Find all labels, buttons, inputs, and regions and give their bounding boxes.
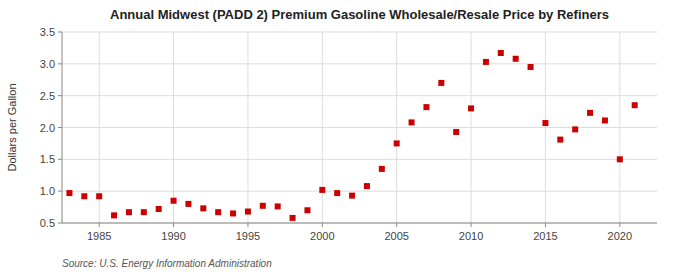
point [156,206,162,212]
tick-label-x: 1990 [161,230,185,242]
point [185,201,191,207]
grid-line-y [62,95,657,96]
point [394,140,400,146]
tick-y [58,95,62,96]
y-axis-line [62,32,63,223]
point [528,64,534,70]
point [632,102,638,108]
annotation: Source: U.S. Energy Information Administ… [62,258,272,269]
grid-line-x [396,32,397,223]
grid-line-x [619,32,620,223]
tick-x [471,223,472,227]
grid-line-y [62,191,657,192]
point [364,183,370,189]
tick-x [619,223,620,227]
grid-line-x [247,32,248,223]
tick-y [58,159,62,160]
grid-line-y [62,223,657,224]
point [304,207,310,213]
point [334,190,340,196]
point [468,105,474,111]
tick-label-y: 3.0 [40,58,55,70]
tick-x [173,223,174,227]
chart: 0.5 1.0 1.5 2.0 2.5 3.0 3.5 1985 1990 1995 2000 200… [0,0,675,275]
point [483,59,489,65]
axes: 0.5 1.0 1.5 2.0 2.5 3.0 3.5 1985 1990 1995 2000 200… [40,26,657,242]
point [602,117,608,123]
point [409,119,415,125]
tick-x [247,223,248,227]
tick-y [58,223,62,224]
grid-line-x [173,32,174,223]
tick-x [545,223,546,227]
tick-x [99,223,100,227]
point [513,56,519,62]
point [379,166,385,172]
tick-label-y: 2.5 [40,90,55,102]
grid-line-x [471,32,472,223]
point [66,190,72,196]
tick-y [58,32,62,33]
point [498,50,504,56]
point [438,80,444,86]
tick-label-x: 2005 [384,230,408,242]
tick-label-x: 2010 [459,230,483,242]
point [572,126,578,132]
point [587,110,593,116]
point [245,209,251,215]
point [111,212,117,218]
title: Annual Midwest (PADD 2) Premium Gasoline… [110,7,609,22]
point [617,156,623,162]
point [349,193,355,199]
point [423,104,429,110]
tick-y [58,191,62,192]
grid-line-x [545,32,546,223]
tick-y [58,63,62,64]
point [319,187,325,193]
points [66,50,637,221]
tick-label-x: 2020 [608,230,632,242]
point [171,198,177,204]
tick-label-x: 1995 [236,230,260,242]
point [215,209,221,215]
point [453,129,459,135]
point [557,137,563,143]
point [126,209,132,215]
point [230,210,236,216]
tick-label-y: 3.5 [40,26,55,38]
tick-label-y: 1.5 [40,153,55,165]
tick-label-x: 2015 [533,230,557,242]
point [81,193,87,199]
point [542,120,548,126]
point [290,215,296,221]
y-axis-label: Dollars per Gallon [6,83,18,171]
tick-x [322,223,323,227]
grid-line-x [322,32,323,223]
point [96,193,102,199]
tick-y [58,127,62,128]
tick-label-x: 1985 [87,230,111,242]
x-axis-line [62,223,657,224]
grid-line-y [62,63,657,64]
tick-label-y: 2.0 [40,122,55,134]
tick-label-y: 0.5 [40,217,55,229]
point [200,205,206,211]
point [275,203,281,209]
grid-line-y [62,159,657,160]
tick-label-x: 2000 [310,230,334,242]
tick-x [396,223,397,227]
grid-line-y [62,32,657,33]
tick-label-y: 1.0 [40,185,55,197]
point [141,209,147,215]
grid [62,32,657,223]
grid-line-y [62,127,657,128]
point [260,203,266,209]
